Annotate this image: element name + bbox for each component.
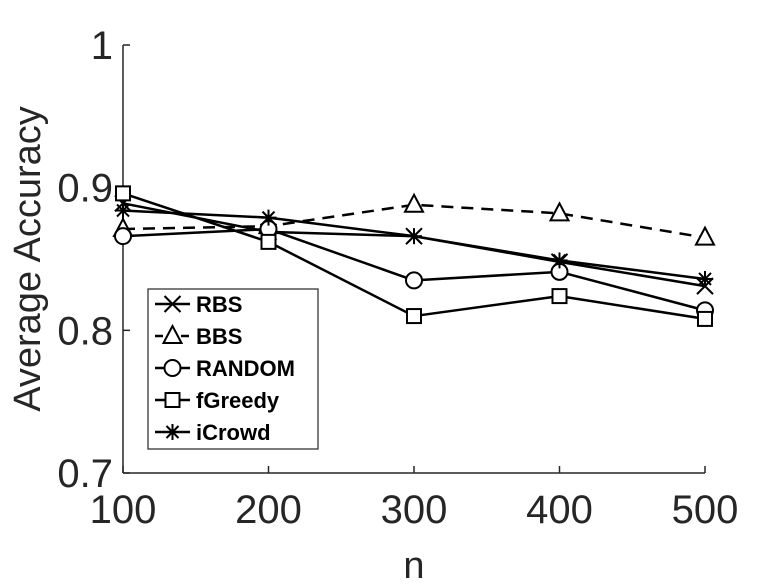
data-point-fgreedy: [697, 310, 713, 327]
legend-label: BBS: [196, 324, 242, 349]
legend-marker: [164, 392, 181, 408]
legend-label: iCrowd: [196, 420, 271, 445]
tick-group: 0.7 0.8 0.9 1 100 200 300 400 500: [57, 24, 738, 532]
legend-entry-random: RANDOM: [155, 356, 295, 381]
data-point-fgreedy: [260, 233, 277, 250]
data-point-fgreedy: [551, 288, 568, 305]
x-tick-label: 400: [526, 488, 593, 532]
data-point-fgreedy: [115, 185, 131, 202]
series-line-bbs: [122, 203, 706, 239]
data-point-bbs: [694, 225, 716, 246]
legend-marker: [163, 295, 182, 313]
data-point-random: [405, 271, 423, 290]
series-group: [112, 185, 716, 327]
y-tick-label: 0.8: [57, 309, 113, 353]
x-tick-label: 200: [235, 488, 302, 532]
data-point-icrowd: [551, 252, 568, 269]
data-point-bbs: [548, 201, 571, 222]
x-tick-label: 500: [672, 488, 739, 532]
data-point-bbs: [403, 192, 425, 213]
data-point-random: [114, 227, 132, 246]
y-tick-label: 1: [91, 24, 113, 68]
legend-label: RBS: [196, 292, 242, 317]
legend-entry-rbs: RBS: [155, 292, 242, 317]
data-point-icrowd: [697, 270, 713, 287]
data-point-fgreedy: [406, 308, 422, 325]
legend-label: RANDOM: [196, 356, 295, 381]
legend-entry-icrowd: iCrowd: [155, 420, 271, 445]
legend-label: fGreedy: [196, 388, 280, 413]
legend-marker: [161, 323, 184, 344]
data-point-icrowd: [260, 209, 277, 226]
legend-entry-fgreedy: fGreedy: [155, 388, 280, 413]
x-axis-label: n: [403, 545, 424, 584]
legend-marker: [163, 359, 182, 377]
y-tick-label: 0.9: [57, 167, 113, 211]
legend-marker: [164, 424, 181, 440]
data-point-icrowd: [406, 228, 422, 245]
data-point-icrowd: [115, 202, 131, 219]
legend-entry-bbs: BBS: [155, 323, 242, 349]
x-tick-label: 300: [381, 488, 448, 532]
y-axis-label: Average Accuracy: [7, 106, 49, 412]
y-tick-label: 0.7: [57, 452, 113, 496]
x-tick-label: 100: [90, 488, 157, 532]
legend: RBS BBS RANDOM fGreedy iCrowd: [147, 288, 319, 450]
